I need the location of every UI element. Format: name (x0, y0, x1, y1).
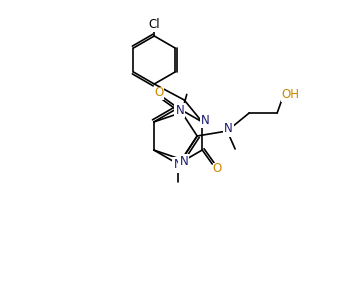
Text: O: O (212, 162, 222, 175)
Text: N: N (175, 104, 184, 117)
Text: N: N (174, 159, 182, 171)
Text: O: O (154, 86, 164, 99)
Text: N: N (180, 155, 188, 168)
Text: N: N (224, 122, 233, 135)
Text: N: N (201, 113, 210, 126)
Text: OH: OH (281, 88, 299, 102)
Text: Cl: Cl (149, 19, 160, 32)
